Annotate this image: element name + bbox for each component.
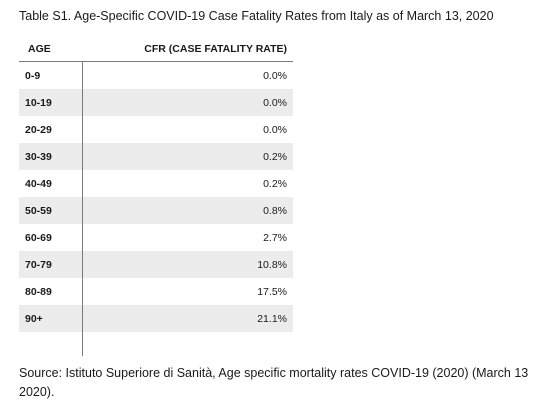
cfr-cell: 21.1% [257, 312, 287, 325]
age-cell: 80-89 [25, 285, 52, 298]
cfr-table: AGE CFR (CASE FATALITY RATE) 0-9 0.0% 10… [19, 37, 293, 356]
column-divider [82, 62, 83, 356]
table-row: 70-79 10.8% [19, 251, 293, 278]
cfr-cell: 0.2% [263, 177, 287, 190]
cfr-cell: 0.8% [263, 204, 287, 217]
table-row: 20-29 0.0% [19, 116, 293, 143]
table-row: 30-39 0.2% [19, 143, 293, 170]
table-row: 90+ 21.1% [19, 305, 293, 332]
cfr-cell: 2.7% [263, 231, 287, 244]
table-caption: Table S1. Age-Specific COVID-19 Case Fat… [19, 9, 494, 23]
age-cell: 40-49 [25, 177, 52, 190]
age-cell: 50-59 [25, 204, 52, 217]
cfr-cell: 0.2% [263, 150, 287, 163]
table-row: 40-49 0.2% [19, 170, 293, 197]
table-body: 0-9 0.0% 10-19 0.0% 20-29 0.0% 30-39 0.2… [19, 61, 293, 356]
age-cell: 90+ [25, 312, 43, 325]
cfr-cell: 10.8% [257, 258, 287, 271]
table-row: 80-89 17.5% [19, 278, 293, 305]
age-cell: 30-39 [25, 150, 52, 163]
age-cell: 70-79 [25, 258, 52, 271]
header-age: AGE [28, 43, 51, 55]
table-row: 0-9 0.0% [19, 62, 293, 89]
cfr-cell: 0.0% [263, 123, 287, 136]
cfr-cell: 0.0% [263, 69, 287, 82]
table-row: 10-19 0.0% [19, 89, 293, 116]
age-cell: 60-69 [25, 231, 52, 244]
age-cell: 20-29 [25, 123, 52, 136]
source-note: Source: Istituto Superiore di Sanità, Ag… [19, 366, 529, 399]
table-row: 50-59 0.8% [19, 197, 293, 224]
table-header: AGE CFR (CASE FATALITY RATE) [19, 37, 293, 61]
cfr-cell: 17.5% [257, 285, 287, 298]
age-cell: 0-9 [25, 69, 41, 82]
table-row: 60-69 2.7% [19, 224, 293, 251]
cfr-cell: 0.0% [263, 96, 287, 109]
header-cfr: CFR (CASE FATALITY RATE) [144, 43, 287, 55]
age-cell: 10-19 [25, 96, 52, 109]
